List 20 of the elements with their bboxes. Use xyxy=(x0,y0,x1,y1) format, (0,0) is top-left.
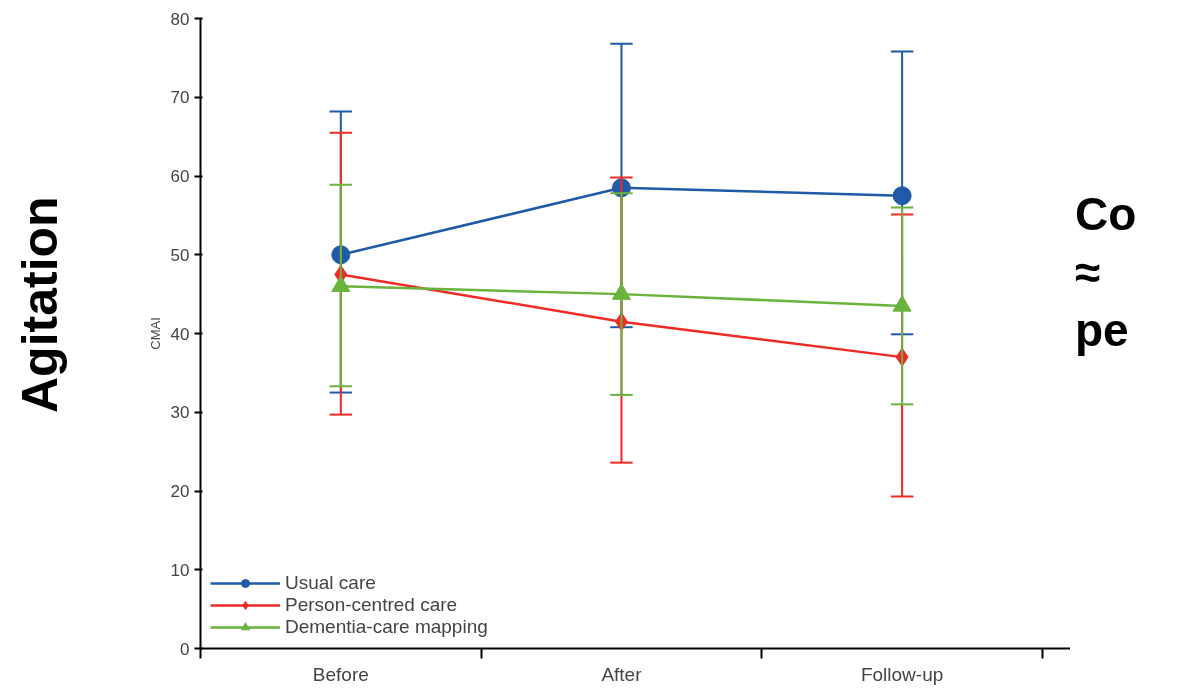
legend-label: Usual care xyxy=(285,572,376,594)
text: Co xyxy=(1075,188,1137,240)
text: ≈ xyxy=(1075,246,1101,298)
y-axis-title: CMAI xyxy=(147,317,163,350)
y-tick-label: 20 xyxy=(170,482,190,501)
y-tick-label: 80 xyxy=(170,9,190,29)
x-tick-label: Follow-up xyxy=(860,663,944,685)
text: pe xyxy=(1075,304,1129,356)
x-tick-label: Before xyxy=(312,663,369,685)
y-tick-label: 30 xyxy=(170,403,190,423)
y-tick-label: 0 xyxy=(180,639,190,659)
y-tick-label: 40 xyxy=(170,324,190,344)
y-tick-label: 60 xyxy=(170,167,190,186)
y-tick-label: 10 xyxy=(170,560,190,580)
y-tick-label: 50 xyxy=(170,245,190,265)
text: Agitation xyxy=(11,195,69,416)
legend-label: Person-centred care xyxy=(285,594,458,616)
x-tick-label: After xyxy=(601,663,643,685)
y-tick-label: 70 xyxy=(170,88,190,108)
legend-label: Dementia-care mapping xyxy=(285,616,488,638)
